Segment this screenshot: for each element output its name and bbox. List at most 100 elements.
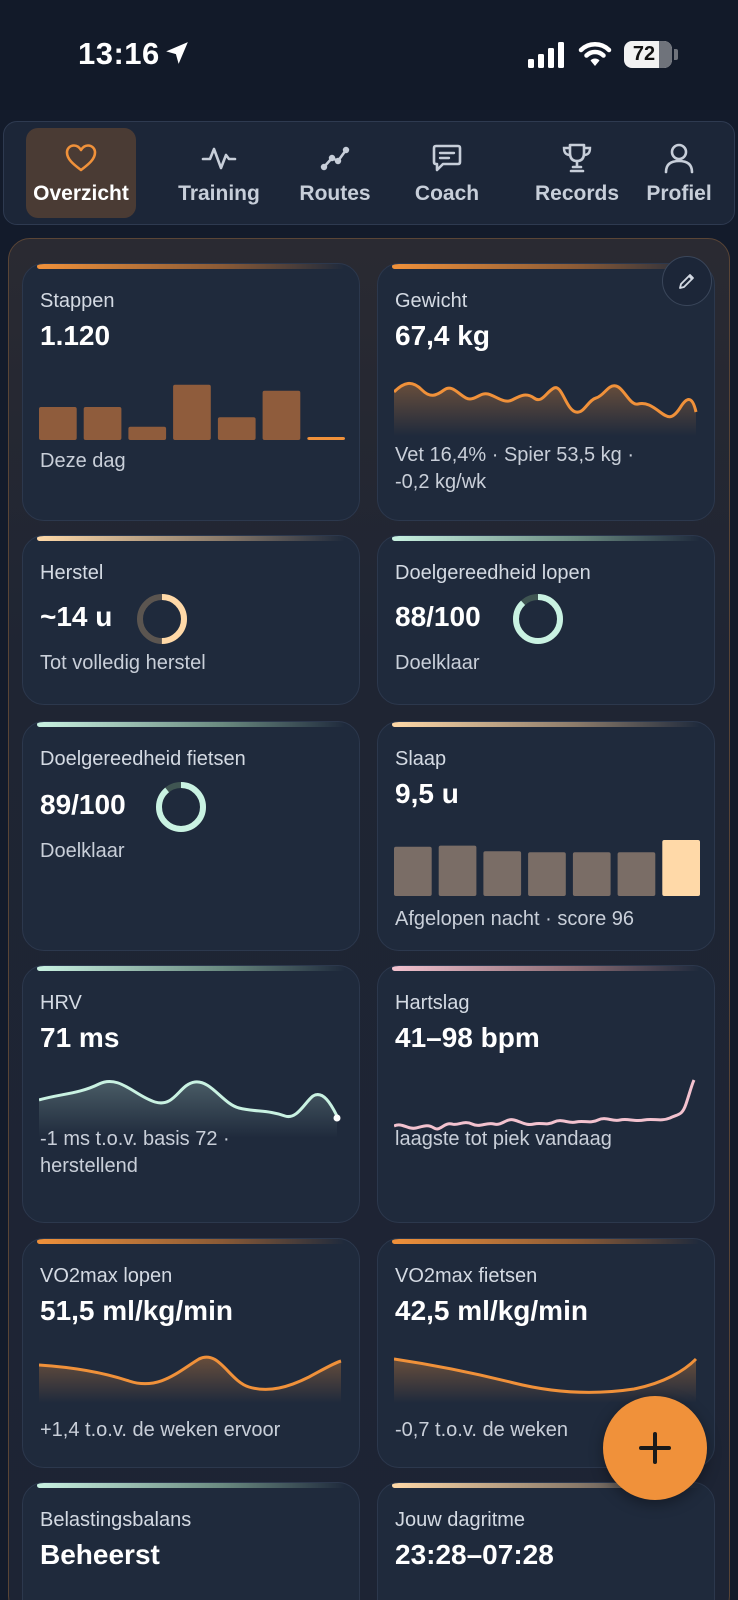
card-subtitle: Tot volledig herstel bbox=[40, 652, 206, 674]
steps-bar-7 bbox=[307, 437, 345, 440]
tab-profiel[interactable]: Profiel bbox=[636, 128, 722, 218]
pencil-icon bbox=[679, 274, 694, 289]
card-subtitle-line2: -0,2 kg/wk bbox=[395, 471, 487, 493]
tab-label: Routes bbox=[299, 182, 371, 205]
card-accent bbox=[392, 264, 700, 269]
steps-bar-1 bbox=[39, 407, 77, 440]
card-accent bbox=[392, 966, 700, 971]
top-tab-bar: Overzicht Training Routes Coach Records bbox=[3, 121, 735, 225]
steps-bar-2 bbox=[83, 407, 122, 440]
cellular-signal-icon bbox=[528, 42, 564, 68]
heart-icon bbox=[65, 144, 97, 172]
vo2max-run-chart bbox=[39, 1355, 342, 1403]
card-belastingsbalans[interactable]: Belastingsbalans Beheerst bbox=[22, 1482, 360, 1600]
card-subtitle-line1: Vet 16,4% · Spier 53,5 kg · bbox=[395, 444, 635, 466]
sleep-bar-7 bbox=[662, 840, 700, 896]
trophy-icon bbox=[562, 143, 592, 173]
add-button[interactable] bbox=[603, 1396, 707, 1500]
battery-indicator: 72 bbox=[624, 41, 672, 68]
tab-label: Coach bbox=[414, 182, 480, 205]
user-icon bbox=[664, 143, 694, 174]
bike-readiness-ring-fill bbox=[156, 782, 206, 832]
card-accent bbox=[392, 536, 700, 541]
vo2max-bike-chart bbox=[394, 1357, 698, 1403]
card-value: 41–98 bpm bbox=[395, 1022, 540, 1053]
card-doelgereedheid-fietsen[interactable]: Doelgereedheid fietsen 89/100 Doelklaar bbox=[22, 721, 360, 951]
activity-icon bbox=[201, 147, 237, 170]
card-doelgereedheid-lopen[interactable]: Doelgereedheid lopen 88/100 Doelklaar bbox=[377, 535, 715, 705]
card-title: HRV bbox=[40, 992, 82, 1014]
card-slaap[interactable]: Slaap 9,5 u Afgelopen nacht · score 96 bbox=[377, 721, 715, 951]
card-accent bbox=[37, 536, 345, 541]
card-accent bbox=[37, 966, 345, 971]
run-readiness-ring bbox=[513, 594, 563, 644]
card-subtitle: Doelklaar bbox=[40, 840, 125, 862]
card-title: Herstel bbox=[40, 562, 104, 584]
weight-trend-chart bbox=[394, 382, 698, 436]
tab-label: Training bbox=[178, 182, 260, 205]
card-title: VO2max lopen bbox=[40, 1265, 173, 1287]
card-title: Doelgereedheid fietsen bbox=[40, 748, 246, 770]
card-subtitle: -0,7 t.o.v. de weken bbox=[395, 1419, 569, 1441]
steps-bar-6 bbox=[262, 390, 301, 440]
card-accent bbox=[37, 1239, 345, 1244]
tab-label: Overzicht bbox=[33, 182, 129, 205]
steps-bar-chart bbox=[39, 384, 345, 440]
card-herstel[interactable]: Herstel ~14 u Tot volledig herstel bbox=[22, 535, 360, 705]
card-hrv[interactable]: HRV 71 ms -1 ms t.o.v. basis 72 · herste… bbox=[22, 965, 360, 1223]
card-stappen[interactable]: Stappen 1.120 Deze dag bbox=[22, 263, 360, 521]
card-accent bbox=[37, 1483, 345, 1488]
wifi-icon bbox=[578, 42, 612, 66]
heart-rate-chart bbox=[394, 1079, 696, 1131]
card-subtitle: Afgelopen nacht · score 96 bbox=[395, 908, 635, 930]
tab-coach[interactable]: Coach bbox=[402, 128, 492, 218]
card-subtitle: +1,4 t.o.v. de weken ervoor bbox=[40, 1419, 281, 1441]
sleep-bar-3 bbox=[483, 851, 522, 896]
card-vo2max-fietsen[interactable]: VO2max fietsen 42,5 ml/kg/min -0,7 t.o.v… bbox=[377, 1238, 715, 1468]
card-value: 51,5 ml/kg/min bbox=[40, 1295, 233, 1326]
card-gewicht[interactable]: Gewicht 67,4 kg Vet 16,4% · Spier 53,5 k… bbox=[377, 263, 715, 521]
chat-icon bbox=[432, 144, 462, 172]
card-value: Beheerst bbox=[40, 1539, 160, 1570]
plus-icon bbox=[639, 1432, 671, 1464]
sleep-bar-5 bbox=[572, 852, 611, 896]
sleep-bar-chart bbox=[394, 840, 700, 896]
card-value: ~14 u bbox=[40, 601, 113, 632]
edit-button[interactable] bbox=[662, 256, 712, 306]
card-accent bbox=[392, 722, 700, 727]
tab-training[interactable]: Training bbox=[164, 128, 274, 218]
card-title: Doelgereedheid lopen bbox=[395, 562, 591, 584]
steps-bar-4 bbox=[173, 384, 211, 440]
card-accent bbox=[37, 264, 345, 269]
card-title: Gewicht bbox=[395, 290, 468, 312]
card-value: 23:28–07:28 bbox=[395, 1539, 554, 1570]
battery-empty-part bbox=[659, 41, 672, 68]
sleep-bar-1 bbox=[394, 846, 432, 896]
card-value: 67,4 kg bbox=[395, 320, 490, 351]
card-title: Slaap bbox=[395, 748, 447, 770]
sleep-bar-4 bbox=[528, 852, 566, 896]
card-value: 89/100 bbox=[40, 789, 126, 820]
battery-cap bbox=[674, 49, 678, 60]
recovery-ring bbox=[137, 594, 187, 644]
sleep-bar-2 bbox=[438, 845, 477, 896]
card-title: VO2max fietsen bbox=[395, 1265, 538, 1287]
route-icon bbox=[320, 146, 350, 171]
tab-label: Records bbox=[534, 182, 620, 205]
tab-routes[interactable]: Routes bbox=[290, 128, 380, 218]
card-value: 1.120 bbox=[40, 320, 111, 351]
hrv-trend-chart bbox=[39, 1080, 341, 1138]
card-hartslag[interactable]: Hartslag 41–98 bpm laagste tot piek vand… bbox=[377, 965, 715, 1223]
tab-overzicht[interactable]: Overzicht bbox=[26, 128, 136, 218]
card-subtitle-line2: herstellend bbox=[40, 1155, 138, 1177]
bike-readiness-ring bbox=[156, 782, 206, 832]
run-readiness-ring-fill bbox=[513, 594, 563, 644]
card-accent bbox=[37, 722, 345, 727]
card-dagritme[interactable]: Jouw dagritme 23:28–07:28 bbox=[377, 1482, 715, 1600]
card-accent bbox=[392, 1239, 700, 1244]
card-vo2max-lopen[interactable]: VO2max lopen 51,5 ml/kg/min +1,4 t.o.v. … bbox=[22, 1238, 360, 1468]
card-title: Hartslag bbox=[395, 992, 470, 1014]
card-title: Stappen bbox=[40, 290, 115, 312]
card-value: 71 ms bbox=[40, 1022, 120, 1053]
tab-records[interactable]: Records bbox=[522, 128, 632, 218]
